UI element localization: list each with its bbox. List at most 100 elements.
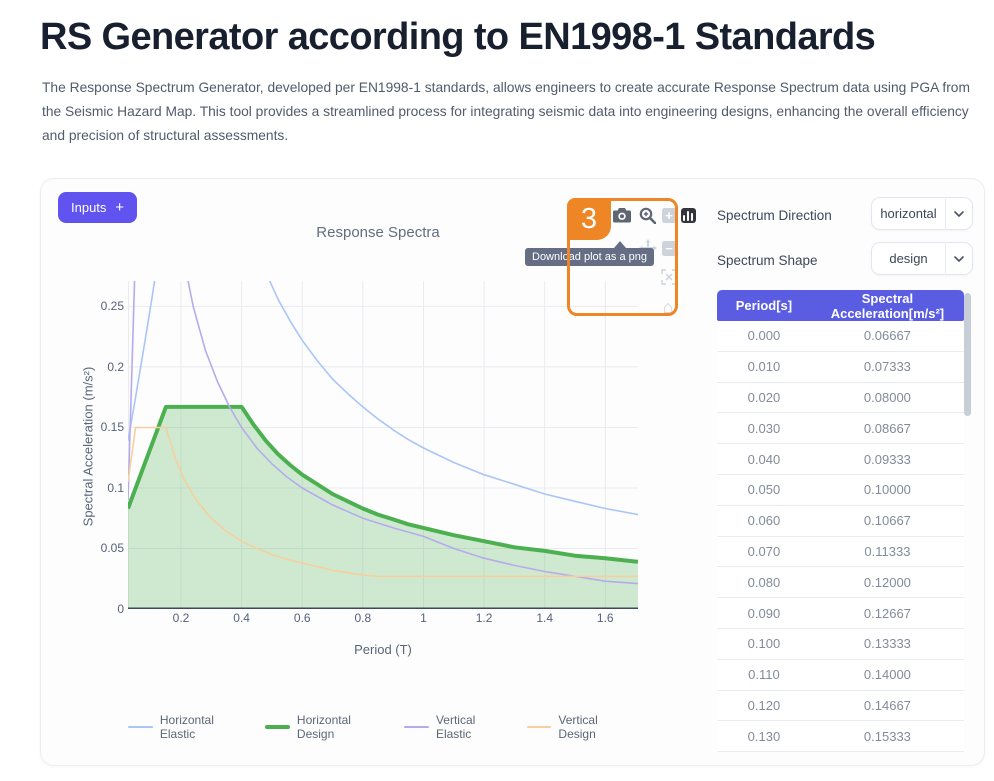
cell-acceleration: 0.07333	[863, 359, 911, 375]
table-header-acceleration: Spectral Acceleration[m/s²]	[830, 290, 945, 321]
table-row: 0.110 0.14000	[717, 659, 964, 691]
cell-period: 0.050	[747, 482, 781, 498]
y-tick-label: 0.15	[100, 420, 124, 435]
spectrum-shape-select[interactable]: design	[871, 242, 973, 275]
cell-period: 0.080	[747, 574, 781, 590]
cell-period: 0.040	[747, 451, 781, 467]
chevron-down-icon	[954, 255, 964, 262]
legend-label: Vertical Elastic	[435, 713, 476, 741]
x-tick-label: 1.2	[475, 611, 493, 625]
download-tooltip: Download plot as a png	[525, 248, 654, 266]
spectrum-direction-label: Spectrum Direction	[717, 208, 832, 223]
plotly-logo-button[interactable]	[677, 204, 699, 226]
table-row: 0.130 0.15333	[717, 721, 964, 753]
chart-legend: Horizontal Elastic Horizontal Design Ver…	[128, 713, 638, 741]
table-row: 0.050 0.10000	[717, 474, 964, 506]
table-row: 0.090 0.12667	[717, 598, 964, 629]
page-description: The Response Spectrum Generator, develop…	[42, 80, 970, 144]
table-body: 0.000 0.06667 0.010 0.07333 0.020 0.08000 0…	[717, 321, 964, 753]
cell-period: 0.030	[747, 420, 781, 436]
legend-item[interactable]: Horizontal Elastic	[128, 713, 252, 741]
cell-period: 0.020	[747, 389, 781, 405]
cell-acceleration: 0.15333	[863, 728, 911, 744]
autoscale-button[interactable]	[658, 266, 680, 288]
camera-icon	[613, 207, 631, 222]
cell-period: 0.120	[747, 697, 781, 713]
cell-period: 0.110	[748, 667, 780, 683]
cell-period: 0.070	[747, 543, 781, 559]
spectrum-direction-select[interactable]: horizontal	[871, 197, 973, 230]
reset-axes-button[interactable]: ⌂	[657, 296, 679, 318]
plus-icon: +	[115, 199, 124, 216]
table-scrollbar[interactable]	[964, 293, 971, 416]
legend-item[interactable]: Horizontal Design	[265, 713, 391, 741]
legend-swatch	[128, 726, 153, 728]
home-icon: ⌂	[662, 297, 674, 317]
cell-acceleration: 0.06667	[863, 328, 911, 344]
box-zoom-button[interactable]	[636, 204, 658, 226]
cell-acceleration: 0.09333	[863, 451, 911, 467]
generator-card: Inputs + Response Spectra Spectral Accel…	[40, 178, 985, 766]
cell-acceleration: 0.12000	[863, 574, 911, 590]
y-tick-label: 0.1	[107, 480, 124, 495]
table-row: 0.120 0.14667	[717, 690, 964, 722]
x-axis-title: Period (T)	[354, 642, 412, 657]
select-divider	[945, 242, 946, 275]
annotation-number: 3	[567, 198, 611, 240]
zoom-in-button[interactable]: +	[658, 204, 680, 226]
inputs-button-label: Inputs	[71, 200, 107, 215]
cell-acceleration: 0.08000	[863, 389, 911, 405]
table-row: 0.080 0.12000	[717, 567, 964, 599]
table-row: 0.030 0.08667	[717, 413, 964, 445]
legend-swatch	[526, 726, 552, 728]
legend-label: Horizontal Design	[296, 713, 351, 741]
zoom-out-button[interactable]: −	[658, 237, 680, 259]
cell-period: 0.060	[747, 513, 781, 529]
cell-period: 0.010	[747, 359, 781, 375]
spectrum-shape-value: design	[889, 251, 928, 266]
box-zoom-icon	[639, 207, 656, 224]
cell-acceleration: 0.14667	[863, 697, 911, 713]
download-png-button[interactable]	[611, 204, 633, 226]
y-tick-label: 0.2	[107, 359, 124, 374]
spectrum-table: Period[s] Spectral Acceleration[m/s²] 0.…	[717, 290, 964, 753]
inputs-button[interactable]: Inputs +	[58, 192, 137, 223]
legend-label: Vertical Design	[558, 713, 598, 741]
legend-swatch	[265, 725, 290, 729]
x-tick-label: 1.6	[596, 611, 614, 625]
zoom-out-icon: −	[661, 240, 677, 256]
cell-acceleration: 0.10667	[863, 513, 911, 529]
cell-period: 0.000	[747, 328, 781, 344]
table-row: 0.010 0.07333	[717, 351, 964, 383]
plotly-logo-icon	[680, 207, 696, 223]
y-tick-label: 0.25	[100, 299, 124, 314]
cell-acceleration: 0.08667	[863, 420, 911, 436]
table-row: 0.100 0.13333	[717, 628, 964, 660]
response-spectra-chart[interactable]	[128, 281, 638, 609]
y-tick-label: 0.05	[100, 541, 124, 556]
x-tick-label: 0.8	[354, 611, 372, 625]
legend-item[interactable]: Vertical Design	[526, 713, 638, 741]
chart-title: Response Spectra	[316, 224, 440, 241]
select-divider	[945, 197, 946, 230]
table-header-period: Period[s]	[735, 298, 793, 313]
chevron-down-icon	[954, 210, 964, 217]
tooltip-text: Download plot as a png	[532, 251, 647, 263]
table-row: 0.020 0.08000	[717, 382, 964, 414]
x-tick-label: 0.6	[293, 611, 311, 625]
table-row: 0.060 0.10667	[717, 505, 964, 537]
x-tick-label: 1.4	[536, 611, 553, 625]
cell-acceleration: 0.12667	[863, 605, 911, 621]
table-row: 0.000 0.06667	[717, 321, 964, 352]
x-tick-label: 0.2	[172, 611, 190, 625]
tooltip-arrow	[614, 241, 626, 248]
legend-item[interactable]: Vertical Elastic	[404, 713, 513, 741]
cell-acceleration: 0.11333	[864, 543, 911, 559]
cell-acceleration: 0.13333	[863, 636, 911, 652]
cell-acceleration: 0.10000	[863, 482, 911, 498]
legend-swatch	[404, 726, 429, 728]
x-tick-label: 0.4	[233, 611, 250, 625]
autoscale-icon	[661, 269, 677, 285]
table-row: 0.070 0.11333	[717, 536, 964, 568]
cell-period: 0.090	[747, 605, 781, 621]
